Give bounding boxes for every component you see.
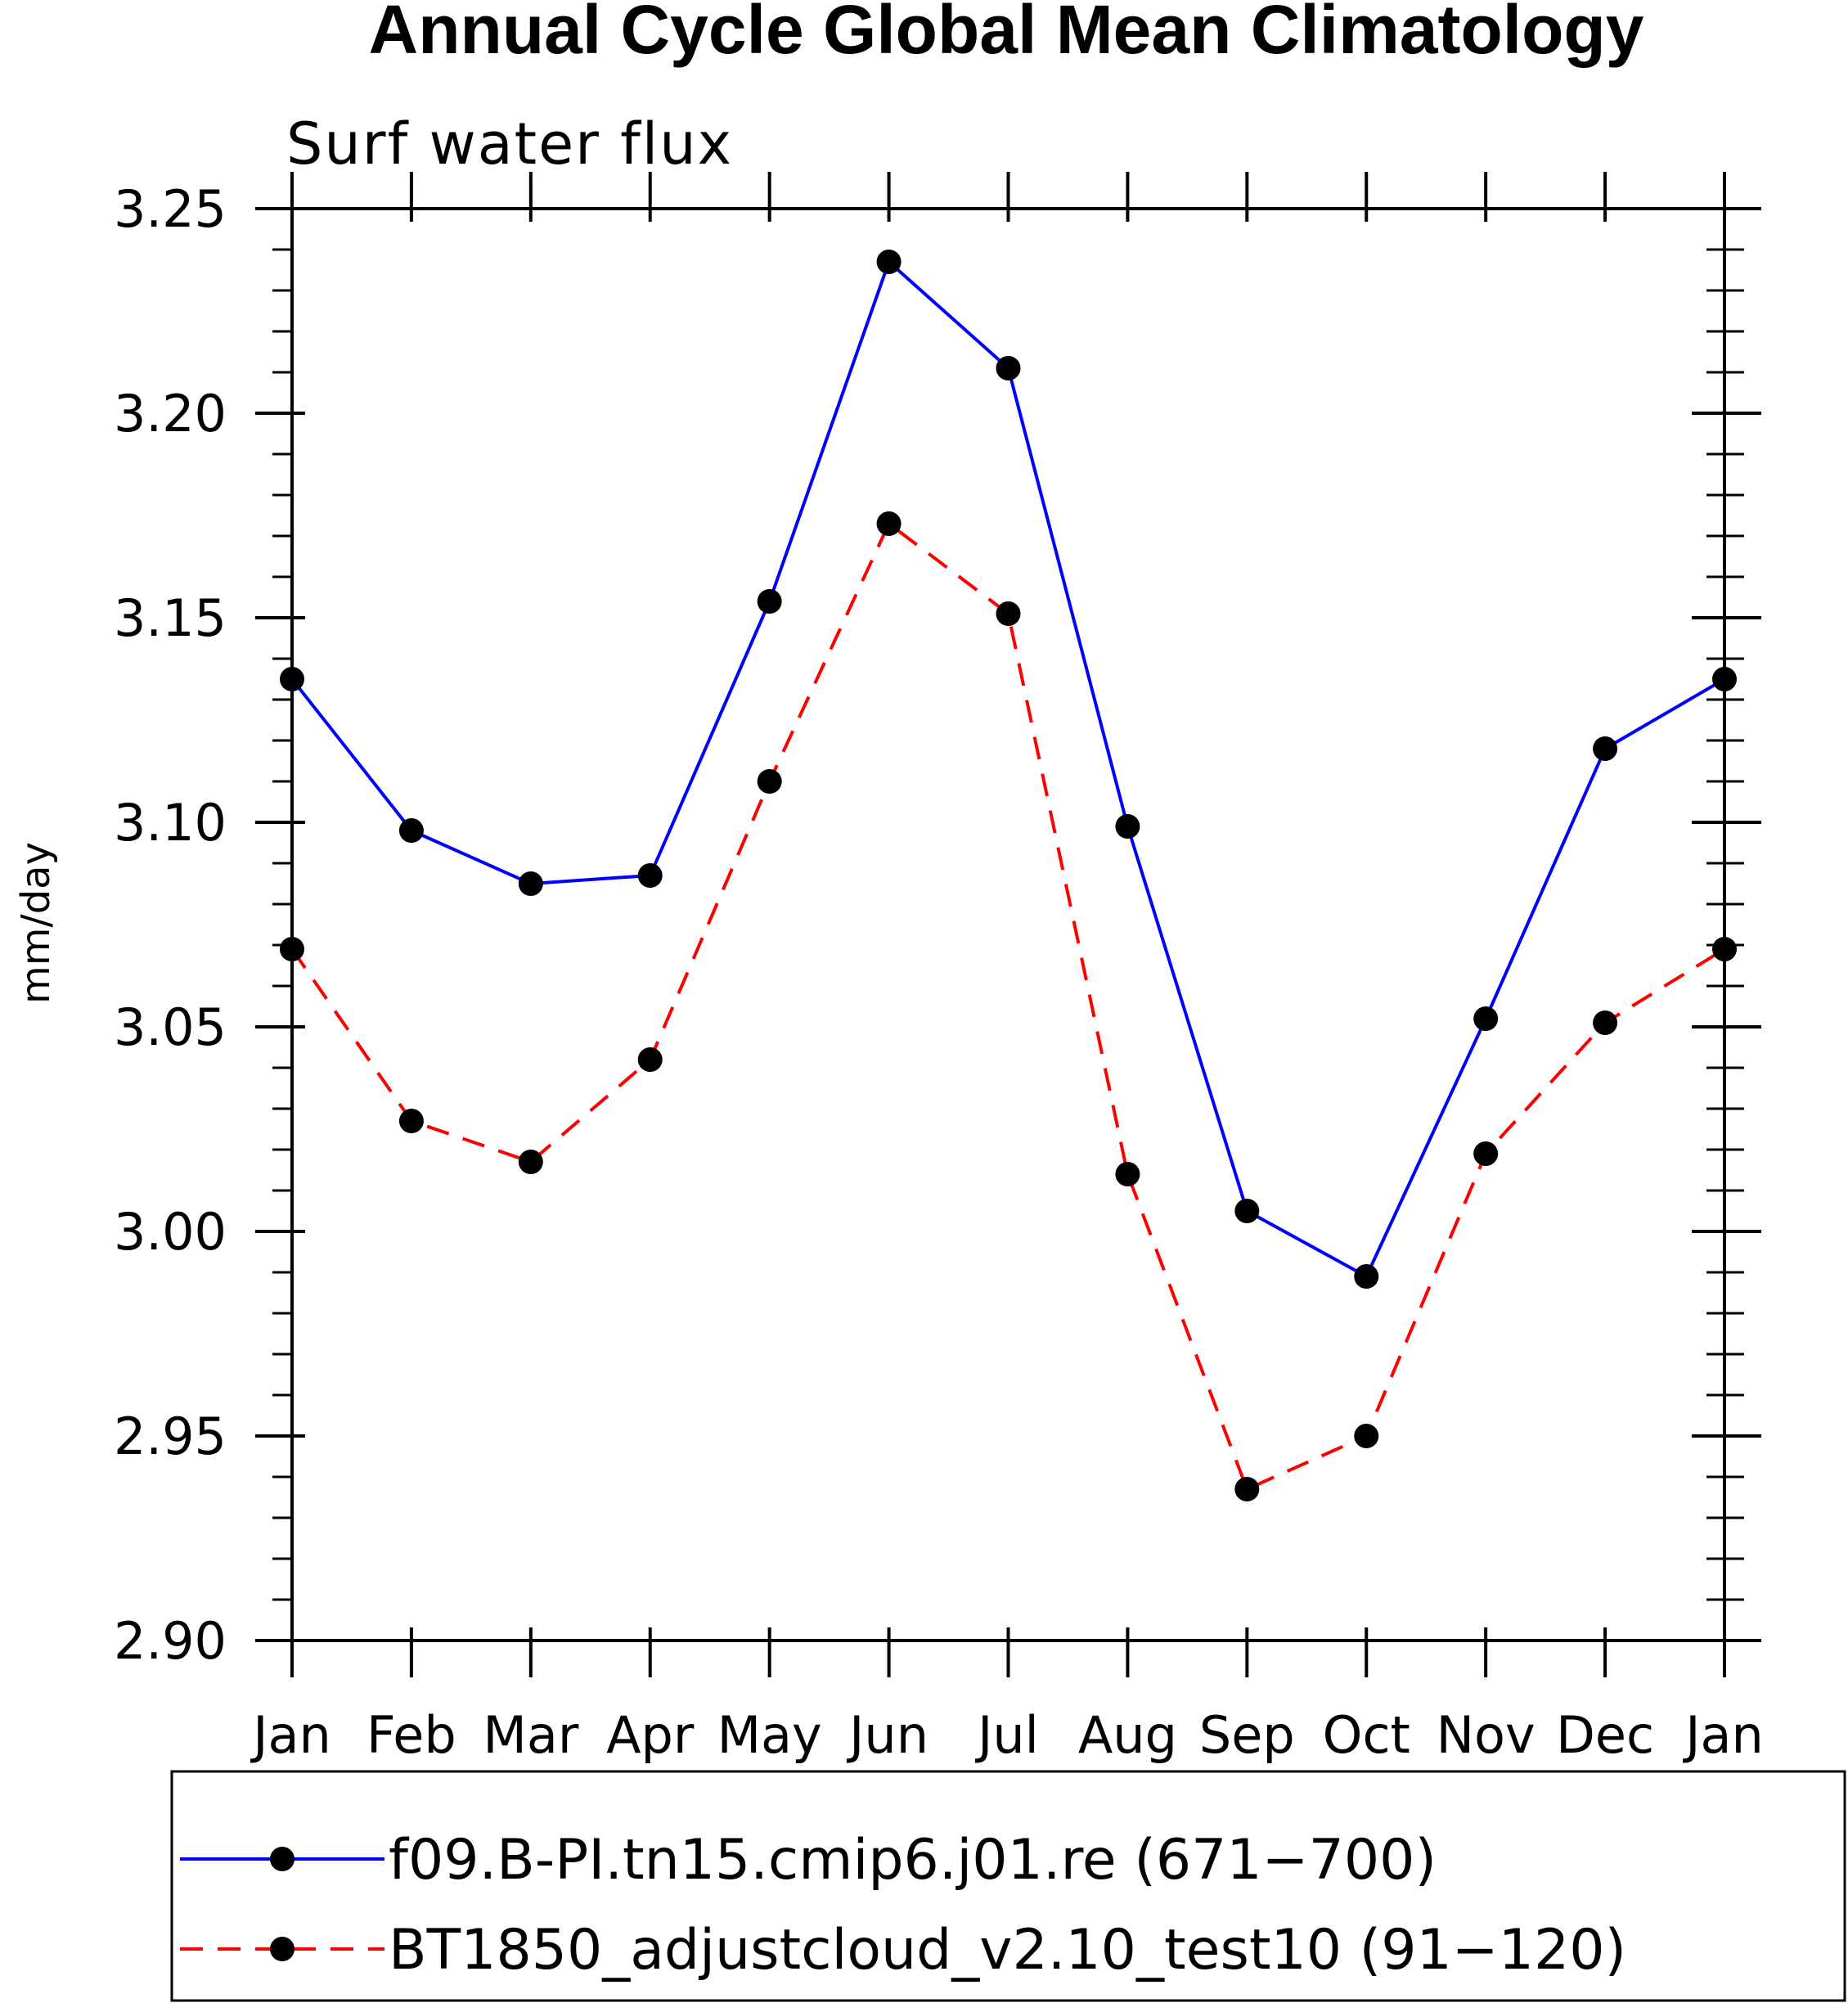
y-tick-label: 3.00 [114, 1202, 227, 1262]
x-tick-label: Jul [974, 1705, 1039, 1765]
data-point-series-2 [1115, 1162, 1140, 1186]
x-tick-label: Apr [606, 1705, 695, 1765]
series-line-1 [290, 260, 1726, 1278]
data-point-series-1 [1473, 1006, 1499, 1031]
x-tick-label: Sep [1199, 1705, 1295, 1765]
data-point-series-2 [280, 937, 304, 961]
x-tick-labels: Jan Feb Mar Apr May Jun Jul Aug Sep Oct Nov Dec Jan [250, 1705, 1764, 1765]
x-tick-label: Dec [1556, 1705, 1654, 1765]
data-point-series-1 [996, 356, 1021, 380]
series-line-2 [290, 522, 1726, 1491]
legend-marker-series-1 [270, 1847, 295, 1871]
data-point-series-1 [1712, 667, 1737, 691]
legend-label-series-1: f09.B-PI.tn15.cmip6.j01.re (671−700) [389, 1828, 1437, 1893]
y-tick-label: 3.20 [114, 384, 227, 443]
y-tick-label: 3.05 [114, 997, 227, 1057]
data-point-series-1 [1115, 814, 1140, 839]
x-tick-label: Nov [1437, 1705, 1536, 1765]
data-point-series-2 [398, 1109, 424, 1133]
data-point-series-1 [876, 250, 902, 274]
x-tick-label: May [717, 1705, 822, 1765]
data-point-series-2 [757, 769, 782, 794]
data-point-series-1 [1354, 1264, 1379, 1289]
y-tick-label: 3.15 [114, 588, 227, 648]
x-tick-label: Jun [846, 1705, 928, 1765]
y-axis-label: mm/day [13, 842, 59, 1004]
y-tick-label: 2.95 [114, 1407, 227, 1466]
data-point-series-1 [398, 818, 424, 843]
chart-subtitle: Surf water flux [286, 110, 733, 178]
data-point-series-2 [1593, 1011, 1618, 1035]
x-tick-label: Mar [483, 1705, 578, 1765]
x-tick-label: Oct [1323, 1705, 1410, 1765]
y-tick-label: 2.90 [114, 1611, 227, 1671]
series-layer [280, 250, 1737, 1501]
data-point-series-1 [280, 667, 304, 691]
legend-marker-series-2 [270, 1937, 295, 1961]
data-point-series-2 [996, 601, 1021, 626]
data-point-series-2 [1354, 1424, 1379, 1448]
data-point-series-2 [1234, 1477, 1260, 1501]
axis-ticks [255, 172, 1761, 1677]
data-point-series-2 [637, 1047, 663, 1072]
y-tick-labels: 2.90 2.95 3.00 3.05 3.10 3.15 3.20 3.25 [114, 179, 227, 1671]
data-point-series-2 [876, 511, 902, 536]
x-tick-label: Jan [1682, 1705, 1764, 1765]
y-tick-label: 3.10 [114, 793, 227, 853]
legend-box [170, 1770, 1846, 2002]
data-point-series-1 [757, 589, 782, 614]
x-tick-label: Feb [366, 1705, 456, 1765]
data-point-series-2 [1473, 1141, 1499, 1166]
data-point-series-2 [518, 1150, 543, 1174]
data-point-series-2 [1712, 937, 1737, 961]
data-point-series-1 [1593, 736, 1618, 761]
y-tick-label: 3.25 [114, 179, 227, 239]
data-point-series-1 [1234, 1199, 1260, 1223]
chart-title: Annual Cycle Global Mean Climatology [369, 0, 1644, 68]
plot-frame [290, 207, 1726, 1642]
legend: f09.B-PI.tn15.cmip6.j01.re (671−700) BT1… [170, 1770, 1846, 2002]
data-point-series-1 [637, 863, 663, 888]
legend-label-series-2: BT1850_adjustcloud_v2.10_test10 (91−120) [389, 1918, 1626, 1983]
x-tick-label: Aug [1078, 1705, 1177, 1765]
data-point-series-1 [518, 871, 543, 896]
x-tick-label: Jan [250, 1705, 331, 1765]
